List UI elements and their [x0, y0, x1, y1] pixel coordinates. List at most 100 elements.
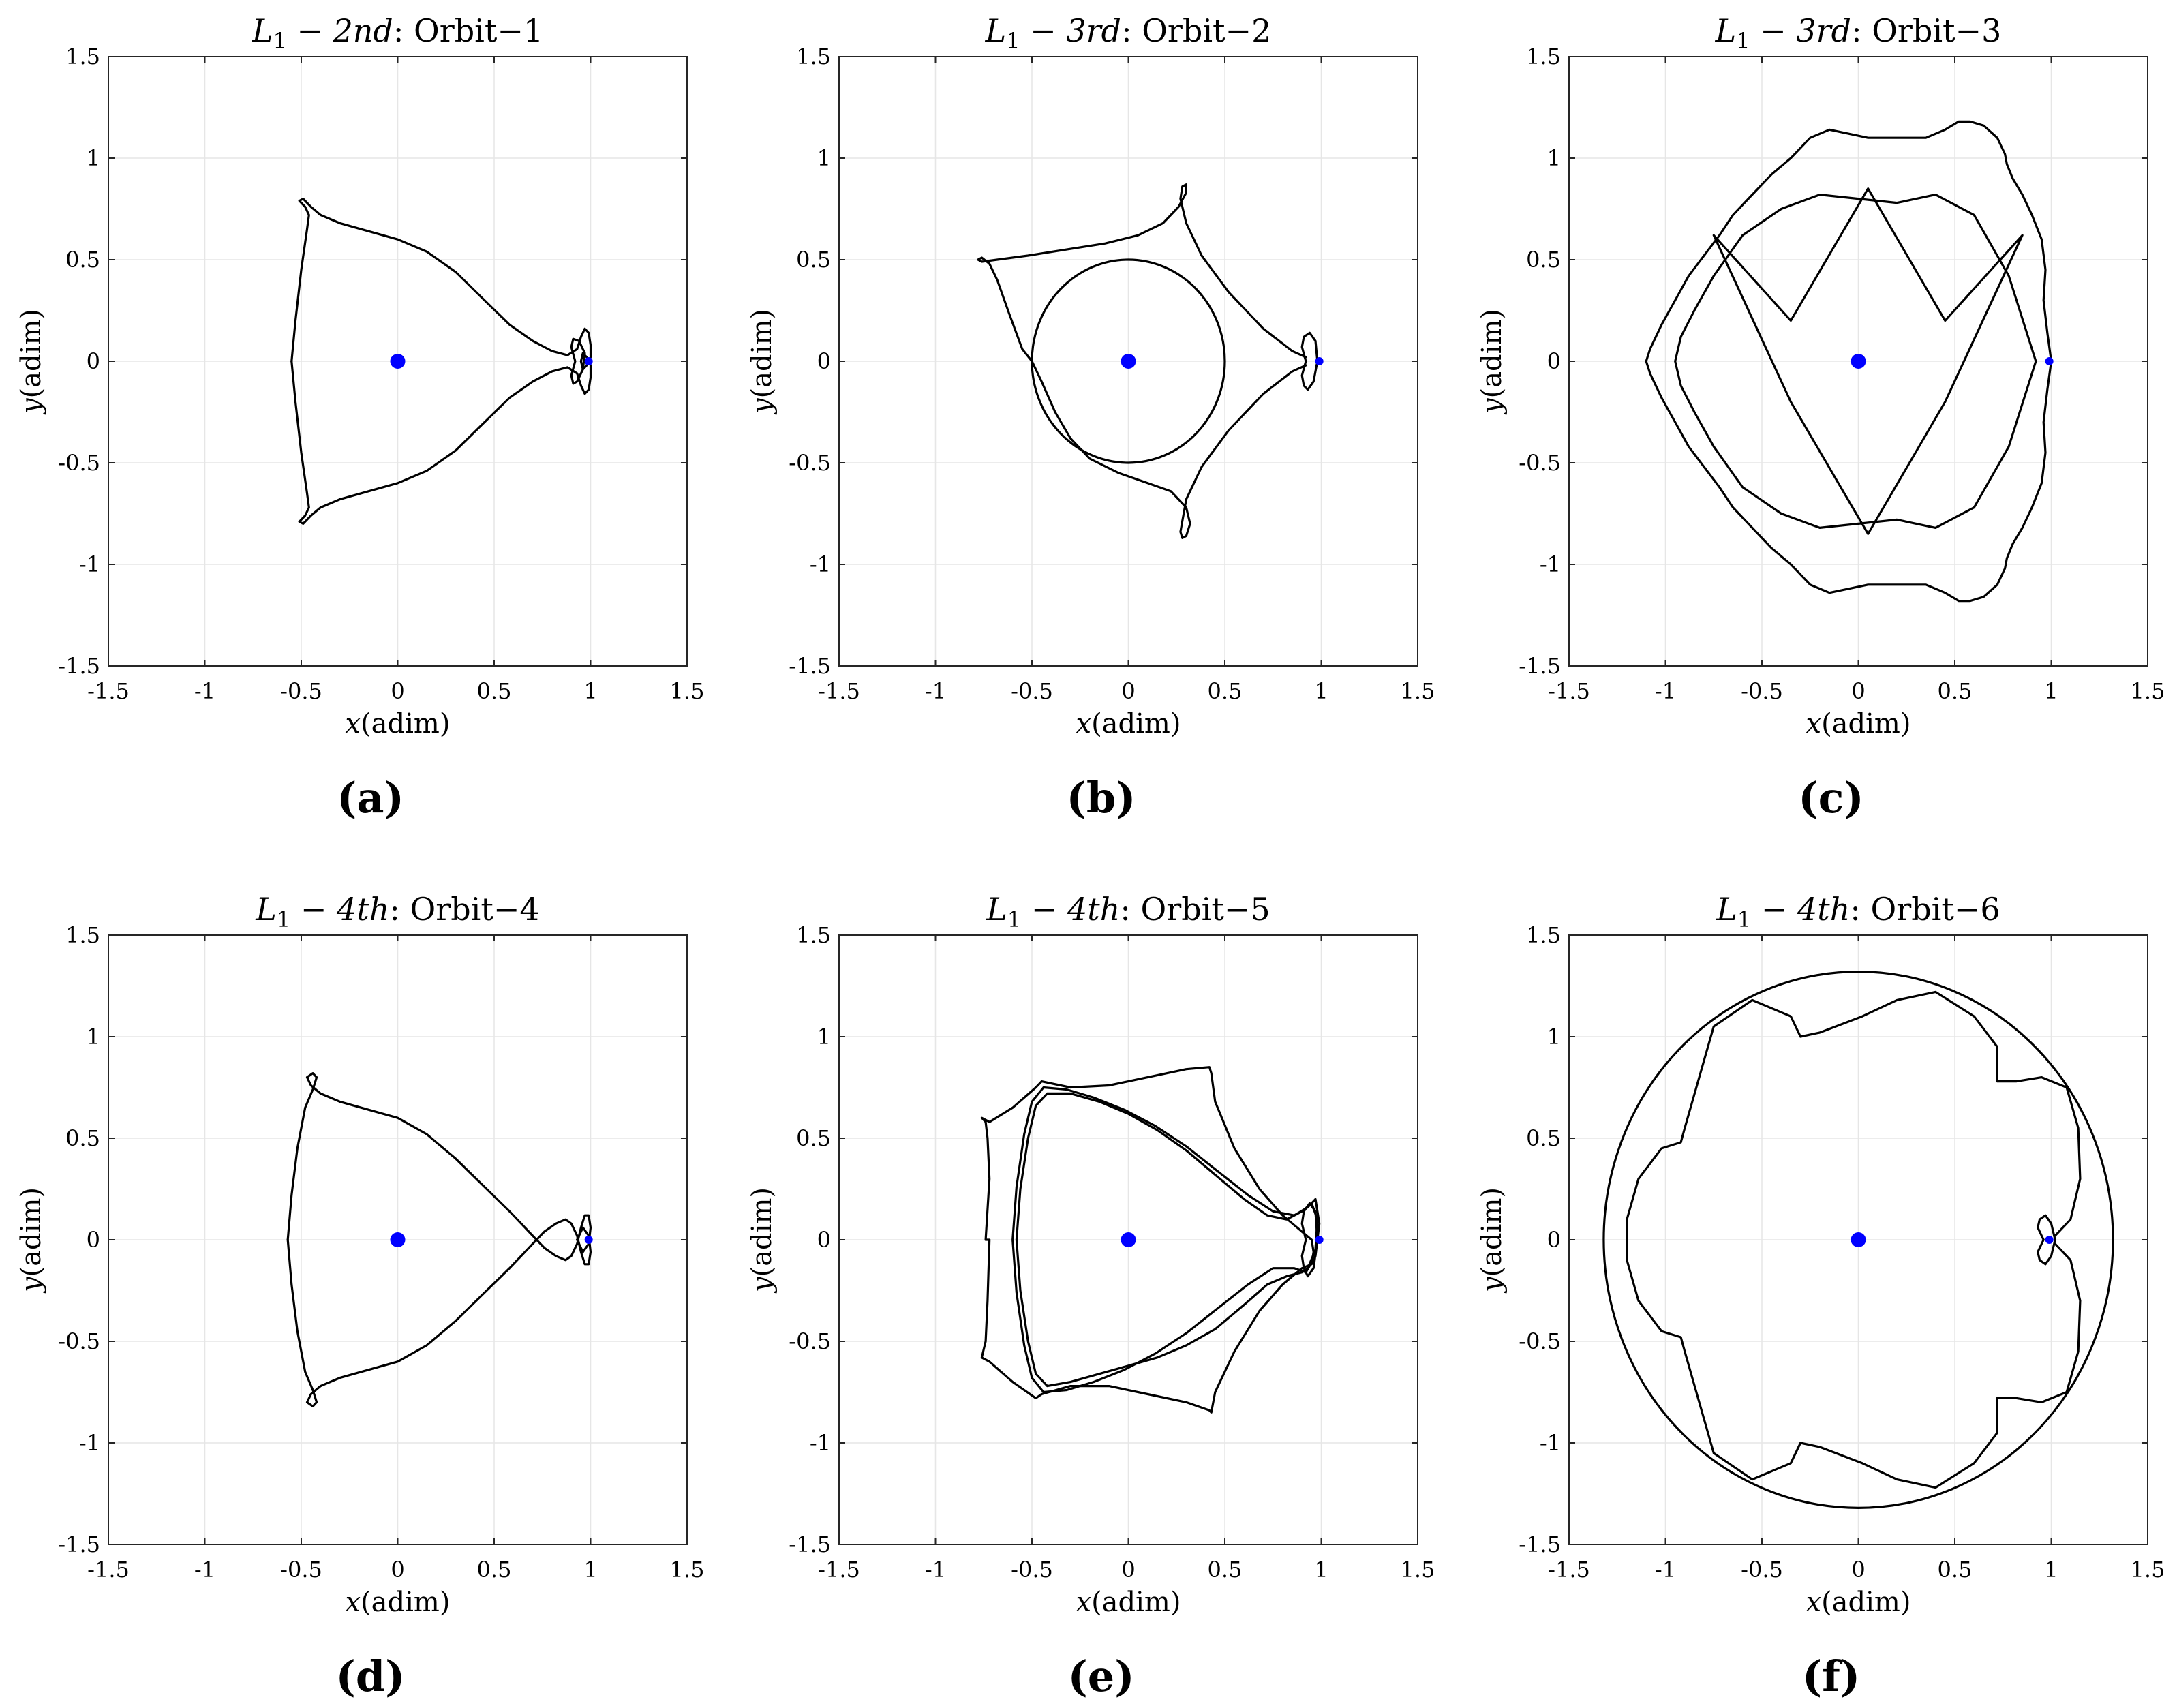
orbit-star [977, 183, 1307, 539]
panel-title: L1 − 4th: Orbit−5 [986, 891, 1270, 932]
y-tick-label: 1 [817, 145, 831, 171]
x-tick-label: 0 [1851, 678, 1865, 704]
secondary-body-marker [2045, 357, 2054, 365]
orbit-cross-chords [1712, 187, 2024, 535]
x-tick-label: 1.5 [670, 678, 705, 704]
x-tick-label: 0.5 [1938, 678, 1973, 704]
x-tick-label: 1 [2044, 678, 2058, 704]
y-axis-unit: (adim) [1476, 1187, 1508, 1277]
title-l-symbol: L [255, 891, 277, 928]
y-axis-unit: (adim) [16, 1187, 47, 1277]
y-tick-label: 0.5 [65, 1125, 100, 1151]
y-axis-variable: y [1476, 1276, 1508, 1294]
title-order: 4th [1797, 891, 1850, 928]
y-tick-label: -0.5 [58, 1328, 100, 1354]
y-tick-label: 1 [1547, 145, 1561, 171]
y-tick-label: 0.5 [1526, 247, 1561, 273]
x-tick-label: -1.5 [818, 678, 860, 704]
x-tick-label: 1 [583, 678, 597, 704]
x-tick-label: -0.5 [1011, 1557, 1053, 1583]
x-tick-label: -0.5 [280, 678, 322, 704]
x-axis-unit: (adim) [361, 708, 450, 739]
panel-title: L1 − 3rd: Orbit−2 [985, 12, 1272, 54]
y-axis-variable: y [16, 1276, 47, 1294]
y-tick-label: 0 [817, 348, 831, 374]
primary-body-marker [390, 354, 406, 369]
title-subscript: 1 [1736, 28, 1750, 54]
y-axis-variable: y [746, 397, 778, 415]
y-tick-label: -1.5 [789, 653, 831, 679]
secondary-body-marker [1315, 1236, 1324, 1244]
y-tick-label: 1 [87, 145, 100, 171]
y-tick-label: 0 [1547, 348, 1561, 374]
x-tick-label: -1.5 [87, 678, 130, 704]
title-colon: : [1850, 891, 1870, 928]
x-axis-variable: x [346, 708, 361, 739]
x-tick-label: 1.5 [1401, 678, 1435, 704]
title-colon: : [393, 12, 414, 49]
x-tick-label: 0.5 [1208, 1557, 1243, 1583]
panel-label: (d) [335, 1651, 405, 1701]
y-axis-variable: y [746, 1276, 778, 1294]
y-axis-unit: (adim) [16, 309, 47, 398]
orbit-upper [290, 198, 592, 371]
x-tick-label: -1.5 [1548, 1557, 1590, 1583]
x-tick-label: 1.5 [1401, 1557, 1435, 1583]
y-axis-label: y(adim) [16, 309, 47, 415]
secondary-body-marker [1315, 357, 1324, 365]
panel-title: L1 − 2nd: Orbit−1 [252, 12, 543, 54]
y-tick-label: -0.5 [1519, 450, 1561, 476]
x-axis-variable: x [1076, 1587, 1092, 1618]
y-tick-label: 1.5 [65, 44, 100, 70]
panel-3: -1.5 -1 -0.5 0 0.5 1 1.51.510.50-0.5-1-1.5L1 −… [1476, 12, 2165, 823]
x-tick-label: 1.5 [2131, 678, 2165, 704]
title-operator: − [290, 891, 337, 928]
orbit-scallop [1626, 990, 2082, 1489]
x-tick-label: 0.5 [1938, 1557, 1973, 1583]
x-tick-label: 0 [391, 1557, 404, 1583]
x-tick-label: -1 [1655, 1557, 1676, 1583]
title-operator: − [287, 12, 333, 49]
title-colon: : [1120, 891, 1140, 928]
panel-2: -1.5 -1 -0.5 0 0.5 1 1.51.510.50-0.5-1-1.5L1 −… [746, 12, 1435, 823]
y-tick-label: 1 [817, 1024, 831, 1050]
primary-body-marker [1121, 1232, 1136, 1247]
x-tick-label: -1.5 [1548, 678, 1590, 704]
title-subscript: 1 [277, 906, 290, 932]
orbit-big-circle [1602, 971, 2114, 1509]
x-axis-unit: (adim) [1091, 1587, 1181, 1618]
x-axis-label: x(adim) [1076, 708, 1181, 739]
y-tick-label: -1.5 [58, 1531, 100, 1557]
primary-body-marker [1121, 354, 1136, 369]
panel-1: -1.5 -1 -0.5 0 0.5 1 1.51.510.50-0.5-1-1.5L1 −… [16, 12, 704, 823]
panel-4: -1.5 -1 -0.5 0 0.5 1 1.51.510.50-0.5-1-1.5L1 −… [16, 891, 704, 1701]
x-tick-label: -1 [194, 1557, 215, 1583]
title-operator: − [1750, 12, 1797, 49]
y-tick-label: 1.5 [796, 44, 831, 70]
x-tick-label: -0.5 [1011, 678, 1053, 704]
orbit-inner-star [1674, 194, 2037, 530]
x-tick-label: 1 [583, 1557, 597, 1583]
y-tick-label: -1 [79, 1430, 100, 1456]
x-tick-label: 0 [1121, 678, 1135, 704]
title-l-symbol: L [252, 12, 273, 49]
title-orbit-name: Orbit−4 [410, 891, 540, 928]
x-tick-label: -1 [925, 1557, 946, 1583]
title-order: 4th [336, 891, 389, 928]
title-colon: : [1121, 12, 1142, 49]
x-tick-label: 0.5 [477, 678, 512, 704]
title-order: 3rd [1066, 12, 1121, 49]
x-axis-unit: (adim) [1821, 708, 1910, 739]
title-l-symbol: L [1715, 12, 1737, 49]
orbit-inner-band-2 [1011, 1086, 1321, 1394]
y-tick-label: -0.5 [58, 450, 100, 476]
y-tick-label: -1.5 [58, 653, 100, 679]
panel-5: -1.5 -1 -0.5 0 0.5 1 1.51.510.50-0.5-1-1.5L1 −… [746, 891, 1435, 1701]
x-axis-unit: (adim) [1091, 708, 1181, 739]
x-tick-label: -1 [1655, 678, 1676, 704]
y-tick-label: -0.5 [789, 1328, 831, 1354]
y-tick-label: -1.5 [1519, 653, 1561, 679]
x-tick-label: -1 [194, 678, 215, 704]
x-tick-label: 1 [2044, 1557, 2058, 1583]
